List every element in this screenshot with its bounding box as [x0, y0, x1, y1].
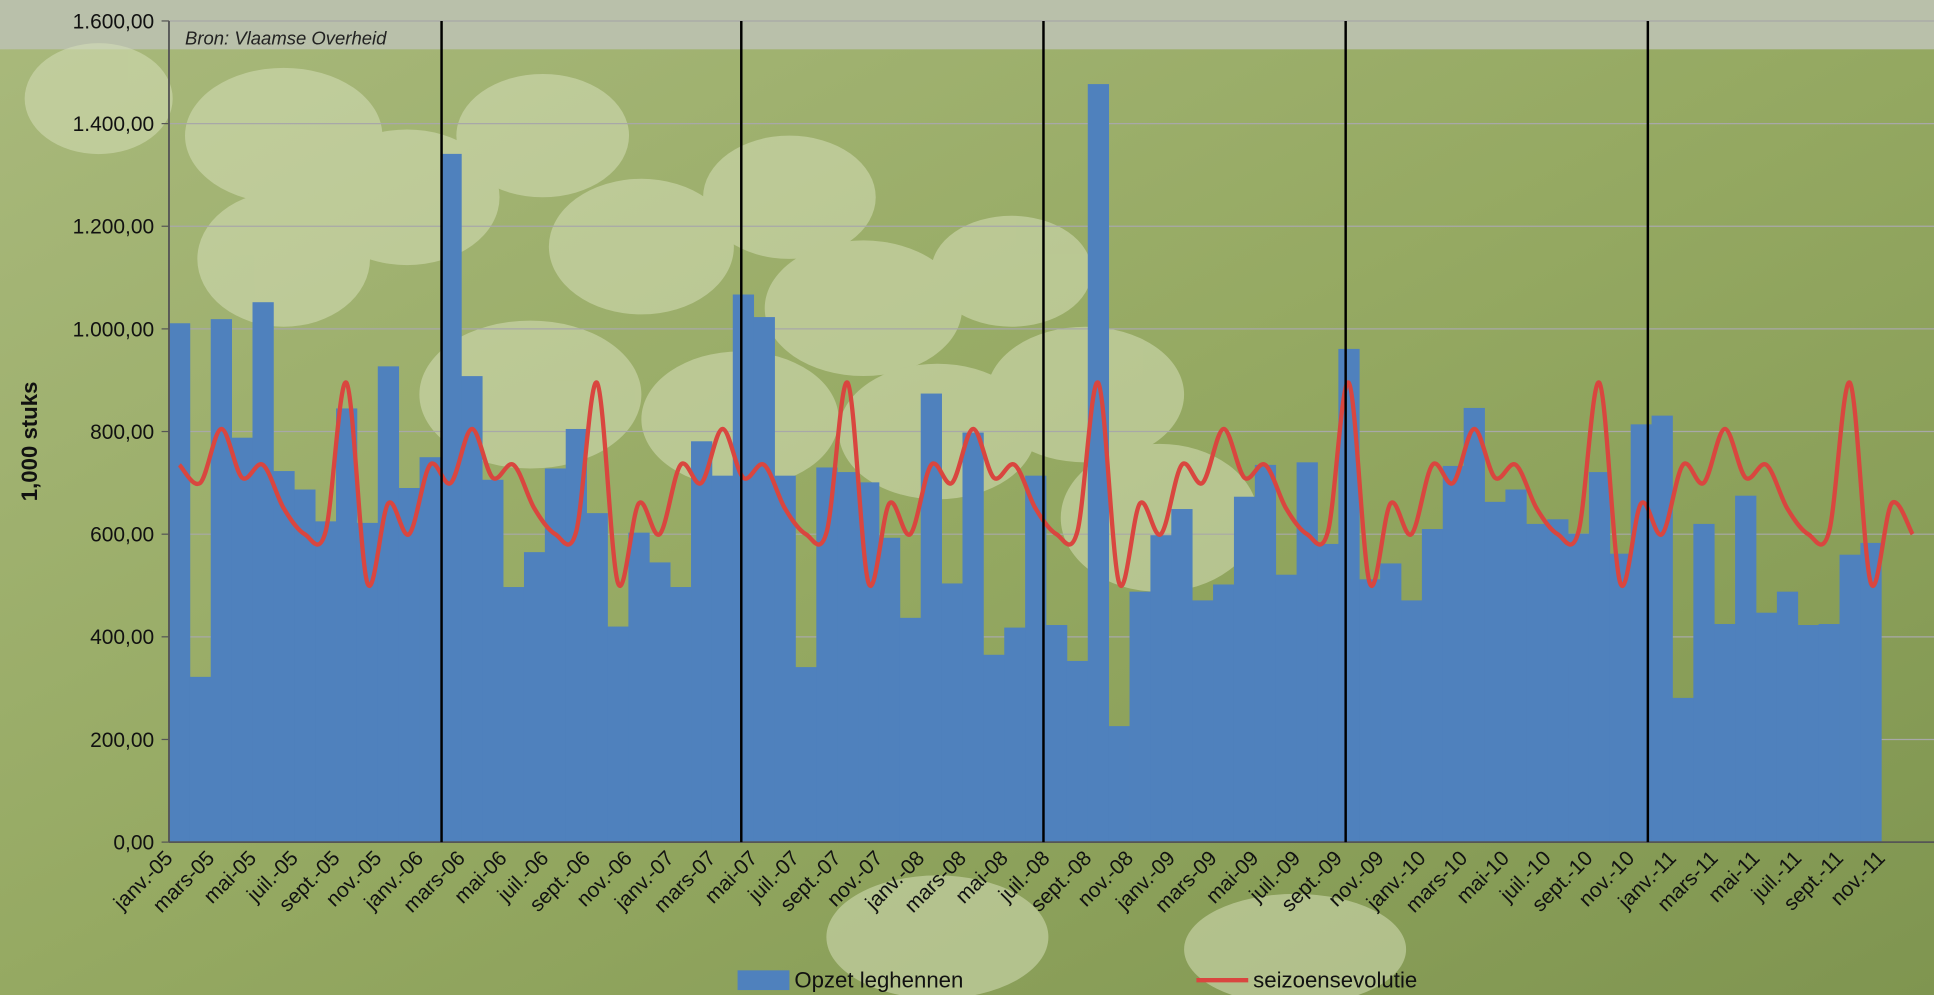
bar	[503, 587, 524, 842]
y-tick-label: 1.600,00	[73, 10, 155, 33]
bar	[837, 472, 858, 842]
bar	[1401, 600, 1422, 842]
bar	[1798, 625, 1819, 842]
bar	[587, 513, 608, 842]
bar	[1109, 726, 1130, 842]
bar	[1255, 465, 1276, 842]
bar	[1714, 624, 1735, 842]
bar	[962, 433, 983, 843]
bar	[712, 476, 733, 842]
bar	[1130, 592, 1151, 842]
bar	[900, 618, 921, 842]
bar	[273, 471, 294, 842]
bar	[879, 538, 900, 842]
bar	[1547, 519, 1568, 842]
y-tick-label: 200,00	[90, 729, 154, 752]
bar	[1150, 535, 1171, 842]
bar	[1735, 496, 1756, 842]
y-tick-label: 1.400,00	[73, 113, 155, 136]
bar	[336, 408, 357, 842]
bar	[1505, 490, 1526, 843]
bar	[169, 323, 190, 842]
y-tick-label: 800,00	[90, 421, 154, 444]
bar	[1234, 497, 1255, 842]
bar	[1192, 600, 1213, 842]
bar	[1464, 408, 1485, 842]
bar	[1004, 628, 1025, 843]
legend-swatch	[738, 970, 790, 990]
bar	[1422, 529, 1443, 842]
y-tick-label: 1.000,00	[73, 318, 155, 341]
bar	[607, 627, 628, 843]
bar	[545, 468, 566, 842]
bar	[1860, 543, 1881, 842]
y-axis-label: 1,000 stuks	[17, 382, 42, 502]
bar	[524, 552, 545, 842]
bar	[1672, 698, 1693, 842]
chart: Bron: Vlaamse Overheid 1,000 stuks 0,00 2…	[0, 0, 1934, 995]
bar	[649, 562, 670, 842]
bar	[1046, 625, 1067, 842]
bar	[378, 366, 399, 842]
bar	[1840, 555, 1861, 842]
bar	[1171, 509, 1192, 842]
bar	[1652, 416, 1673, 842]
bar	[482, 480, 503, 842]
bar	[190, 677, 211, 842]
bar	[1067, 661, 1088, 842]
bar	[420, 457, 441, 842]
bar	[1297, 462, 1318, 842]
bar	[733, 295, 754, 843]
bar	[670, 587, 691, 842]
bar	[1380, 563, 1401, 842]
bar	[253, 302, 274, 842]
bar	[1777, 592, 1798, 842]
bar	[1526, 524, 1547, 842]
bar	[1443, 466, 1464, 842]
bar	[942, 583, 963, 842]
bar	[399, 488, 420, 842]
bar	[1693, 524, 1714, 842]
bar	[1589, 472, 1610, 842]
bar	[1568, 534, 1589, 842]
legend-label: Opzet leghennen	[794, 968, 963, 993]
bar	[1276, 575, 1297, 842]
bar	[1485, 502, 1506, 842]
bar	[921, 394, 942, 843]
y-tick-label: 1.200,00	[73, 216, 155, 239]
bar	[983, 655, 1004, 842]
bar	[315, 521, 336, 842]
bar	[211, 319, 232, 842]
bar	[1317, 544, 1338, 842]
bar	[1213, 584, 1234, 842]
bar	[1610, 554, 1631, 842]
y-tick-label: 600,00	[90, 524, 154, 547]
y-tick-label: 400,00	[90, 626, 154, 649]
bar	[440, 154, 461, 842]
bar	[691, 441, 712, 842]
bar	[1756, 613, 1777, 842]
bar	[1359, 579, 1380, 842]
bar	[754, 317, 775, 842]
bar	[795, 667, 816, 842]
legend-label: seizoensevolutie	[1253, 968, 1417, 993]
bar	[628, 533, 649, 842]
page: {"chart_data": {"type": "bar", "source":…	[0, 0, 1934, 995]
bar	[1819, 624, 1840, 842]
source-note: Bron: Vlaamse Overheid	[185, 27, 387, 48]
bar	[232, 438, 253, 842]
y-tick-label: 0,00	[113, 832, 154, 855]
bar	[775, 476, 796, 842]
